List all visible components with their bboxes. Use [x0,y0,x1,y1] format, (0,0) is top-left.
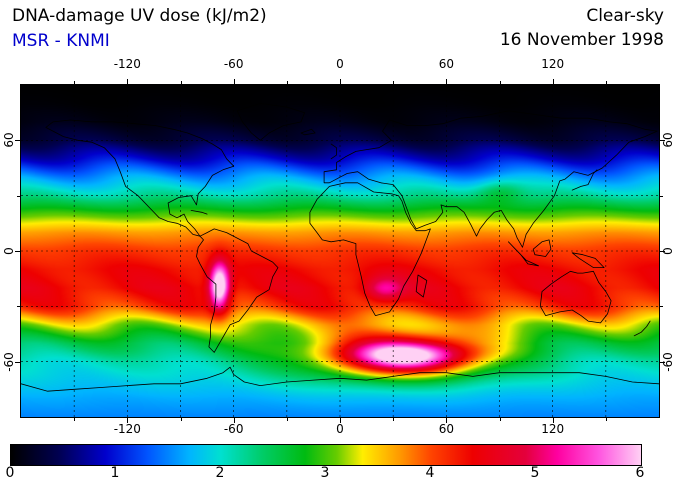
colorbar-tick-label: 5 [530,465,540,480]
coastline-greenland [236,102,306,141]
coastline-cuba [190,210,208,215]
page-title: DNA-damage UV dose (kJ/m2) [12,6,267,26]
coastline-africa [309,182,431,317]
coastline-antarctica [21,366,659,392]
coastline-australia [539,270,612,324]
coastline-south-america [196,228,279,353]
lon-tick-label: 60 [438,57,454,71]
axis-tick [499,418,501,421]
colorbar-tick-label: 0 [5,465,15,480]
lon-tick-label: -120 [113,57,141,71]
colorbar [10,444,642,466]
lon-tick-label: 60 [438,422,454,436]
axis-tick [286,418,288,421]
data-source: MSR - KNMI [12,31,110,51]
axis-tick [605,418,607,421]
longitude-axis-top: -120 -60 0 60 120 [21,57,659,71]
coastline-borneo [532,239,552,257]
colorbar-tick-label: 3 [320,465,330,480]
lon-tick-label: -60 [223,422,244,436]
lon-tick-label: 120 [541,57,565,71]
lat-tick-label: 60 [2,132,16,148]
colorbar-scale: 0 1 2 3 4 5 6 [6,465,645,480]
lat-tick-label: 60 [661,132,675,148]
coastline-sumatra-java [507,241,539,267]
latitude-axis-right: 60 0 -60 [660,85,676,417]
coastline-iceland [300,128,316,136]
date-label: 16 November 1998 [499,30,664,50]
lat-tick-label: 0 [661,247,675,255]
lat-tick-label: -60 [661,351,675,372]
header-right: Clear-sky 16 November 1998 [500,6,664,50]
colorbar-tick-label: 6 [635,465,645,480]
coastline-madagascar [415,274,428,298]
sky-condition-label: Clear-sky [586,6,664,26]
coastline-new-guinea [571,252,605,269]
lon-tick-label: -120 [113,422,141,436]
lat-tick-label: 0 [2,247,16,255]
lon-tick-label: -60 [223,57,244,71]
latitude-axis-left: 60 0 -60 [1,85,17,417]
longitude-axis-bottom: -120 -60 0 60 120 [21,422,659,436]
lat-tick-label: -60 [2,351,16,372]
coastline-eurasia [323,110,658,248]
colorbar-tick-label: 2 [215,465,225,480]
lon-tick-label: 0 [336,57,344,71]
axis-tick [180,418,182,421]
coastline-uk [330,143,337,160]
axis-tick [393,418,395,421]
coastline-north-america [45,119,235,237]
coastline-japan [571,169,598,191]
coastline-new-zealand [633,320,651,337]
lon-tick-label: 0 [336,422,344,436]
lon-tick-label: 120 [541,422,565,436]
colorbar-tick-label: 4 [425,465,435,480]
axis-tick [74,418,76,421]
coastlines-grid-overlay [21,85,659,417]
map-frame [20,84,660,418]
colorbar-tick-label: 1 [110,465,120,480]
